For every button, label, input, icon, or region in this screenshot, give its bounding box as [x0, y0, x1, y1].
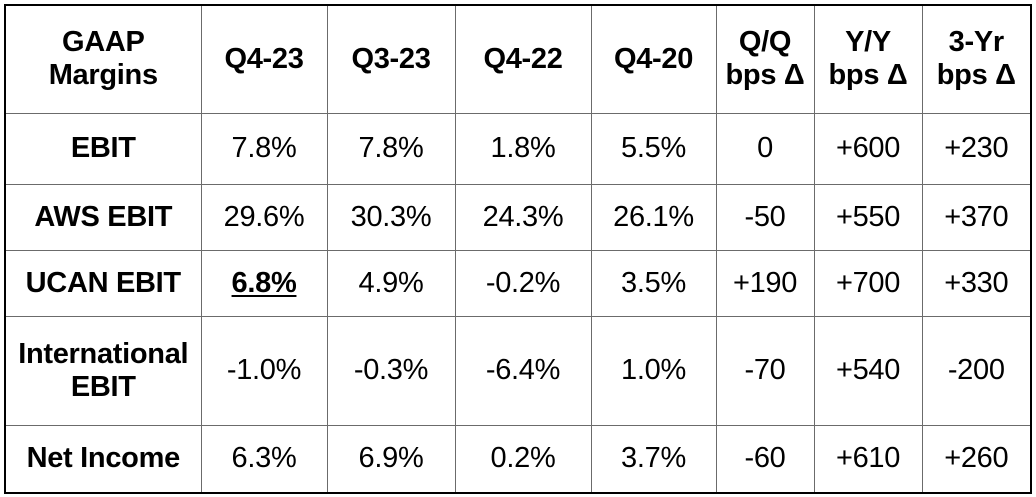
header-q4-22: Q4-22: [454, 4, 592, 114]
cell-net-income-q4-23: 6.3%: [200, 424, 328, 494]
cell-ucan-ebit-3yr-bps: +330: [921, 249, 1032, 317]
header-q4-23: Q4-23: [200, 4, 328, 114]
cell-ebit-q4-23: 7.8%: [200, 112, 328, 185]
cell-net-income-q4-20: 3.7%: [590, 424, 717, 494]
cell-ebit-3yr-bps: +230: [921, 112, 1032, 185]
cell-ebit-q4-20: 5.5%: [590, 112, 717, 185]
cell-aws-ebit-qq-bps: -50: [715, 183, 815, 251]
cell-net-income-q4-22: 0.2%: [454, 424, 592, 494]
header-q4-23-label: Q4-23: [224, 42, 304, 75]
header-yy-bps-line-2: bps Δ: [828, 59, 908, 92]
header-3yr-bps-line-1: 3-Yr: [948, 26, 1005, 59]
cell-international-ebit-yy-bps: +540: [813, 315, 923, 426]
header-q4-20-label: Q4-20: [613, 42, 694, 75]
table-row-net-income: Net Income 6.3% 6.9% 0.2% 3.7% -60 +610 …: [4, 424, 1032, 494]
cell-ucan-ebit-q3-23: 4.9%: [326, 249, 456, 317]
table-row-ebit: EBIT 7.8% 7.8% 1.8% 5.5% 0 +600 +230: [4, 112, 1032, 185]
row-label-net-income: Net Income: [4, 424, 202, 494]
cell-ucan-ebit-q4-20: 3.5%: [590, 249, 717, 317]
cell-aws-ebit-3yr-bps: +370: [921, 183, 1032, 251]
cell-aws-ebit-q4-20: 26.1%: [590, 183, 717, 251]
cell-international-ebit-3yr-bps: -200: [921, 315, 1032, 426]
cell-net-income-3yr-bps: +260: [921, 424, 1032, 494]
cell-ucan-ebit-q4-22: -0.2%: [454, 249, 592, 317]
table-row-ucan-ebit: UCAN EBIT 6.8% 4.9% -0.2% 3.5% +190 +700…: [4, 249, 1032, 317]
row-label-international-ebit-line-1: International: [18, 337, 189, 370]
cell-international-ebit-q4-23: -1.0%: [200, 315, 328, 426]
header-row-label-line-1: GAAP: [61, 26, 145, 59]
table-row-international-ebit: International EBIT -1.0% -0.3% -6.4% 1.0…: [4, 315, 1032, 426]
row-label-ucan-ebit: UCAN EBIT: [4, 249, 202, 317]
cell-international-ebit-q3-23: -0.3%: [326, 315, 456, 426]
header-3yr-bps: 3-Yr bps Δ: [921, 4, 1032, 114]
header-qq-bps-line-1: Q/Q: [738, 26, 792, 59]
header-q3-23: Q3-23: [326, 4, 456, 114]
cell-aws-ebit-q4-22: 24.3%: [454, 183, 592, 251]
gaap-margins-table-wrap: GAAP Margins Q4-23 Q3-23 Q4-22 Q4-20 Q/Q: [4, 4, 1032, 494]
header-q4-22-label: Q4-22: [483, 42, 563, 75]
header-qq-bps: Q/Q bps Δ: [715, 4, 815, 114]
header-q3-23-label: Q3-23: [351, 42, 431, 75]
cell-ucan-ebit-qq-bps: +190: [715, 249, 815, 317]
header-q4-20: Q4-20: [590, 4, 717, 114]
cell-aws-ebit-yy-bps: +550: [813, 183, 923, 251]
row-label-international-ebit: International EBIT: [4, 315, 202, 426]
cell-ucan-ebit-yy-bps: +700: [813, 249, 923, 317]
cell-ebit-q4-22: 1.8%: [454, 112, 592, 185]
cell-international-ebit-q4-22: -6.4%: [454, 315, 592, 426]
header-row: GAAP Margins Q4-23 Q3-23 Q4-22 Q4-20 Q/Q: [4, 4, 1032, 114]
cell-aws-ebit-q4-23: 29.6%: [200, 183, 328, 251]
cell-aws-ebit-q3-23: 30.3%: [326, 183, 456, 251]
row-label-international-ebit-line-2: EBIT: [70, 370, 136, 403]
cell-ebit-yy-bps: +600: [813, 112, 923, 185]
header-yy-bps: Y/Y bps Δ: [813, 4, 923, 114]
row-label-ebit: EBIT: [4, 112, 202, 185]
header-row-label-line-2: Margins: [48, 59, 158, 92]
cell-net-income-yy-bps: +610: [813, 424, 923, 494]
cell-international-ebit-qq-bps: -70: [715, 315, 815, 426]
cell-international-ebit-q4-20: 1.0%: [590, 315, 717, 426]
header-row-label: GAAP Margins: [4, 4, 202, 114]
cell-net-income-q3-23: 6.9%: [326, 424, 456, 494]
table-row-aws-ebit: AWS EBIT 29.6% 30.3% 24.3% 26.1% -50 +55…: [4, 183, 1032, 251]
header-yy-bps-line-1: Y/Y: [845, 26, 891, 59]
cell-ebit-q3-23: 7.8%: [326, 112, 456, 185]
cell-ebit-qq-bps: 0: [715, 112, 815, 185]
header-3yr-bps-line-2: bps Δ: [936, 59, 1016, 92]
row-label-aws-ebit: AWS EBIT: [4, 183, 202, 251]
gaap-margins-table: GAAP Margins Q4-23 Q3-23 Q4-22 Q4-20 Q/Q: [4, 4, 1032, 494]
header-qq-bps-line-2: bps Δ: [725, 59, 805, 92]
cell-net-income-qq-bps: -60: [715, 424, 815, 494]
cell-ucan-ebit-q4-23: 6.8%: [200, 249, 328, 317]
